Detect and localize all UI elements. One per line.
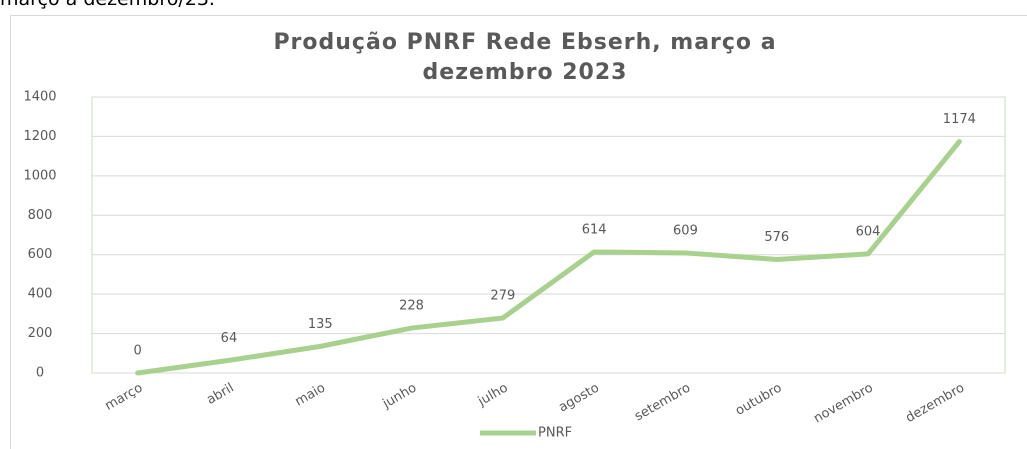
chart-title: Produção PNRF Rede Ebserh, março a dezem… bbox=[273, 30, 777, 85]
data-label: 609 bbox=[673, 223, 698, 238]
x-tick-label: agosto bbox=[556, 380, 602, 415]
data-label: 279 bbox=[490, 288, 515, 303]
data-label: 614 bbox=[582, 222, 607, 237]
x-tick-label: dezembro bbox=[903, 380, 967, 426]
data-label: 0 bbox=[134, 344, 142, 359]
y-tick-label: 200 bbox=[28, 326, 53, 341]
x-tick-label: julho bbox=[475, 380, 511, 409]
y-tick-label: 600 bbox=[28, 247, 53, 262]
data-label: 64 bbox=[221, 331, 238, 346]
data-label: 576 bbox=[764, 230, 789, 245]
chart-border bbox=[10, 15, 1027, 449]
data-label: 1174 bbox=[943, 112, 976, 127]
y-tick-label: 1200 bbox=[23, 129, 56, 144]
legend-label: PNRF bbox=[538, 426, 572, 441]
x-tick-label: abril bbox=[204, 381, 236, 408]
y-tick-label: 1400 bbox=[23, 90, 56, 105]
y-tick-label: 800 bbox=[28, 208, 53, 223]
y-tick-label: 400 bbox=[28, 287, 53, 302]
y-tick-label: 0 bbox=[36, 366, 44, 381]
x-tick-label: março bbox=[103, 380, 146, 413]
line bbox=[135, 139, 962, 376]
x-tick-label: junho bbox=[379, 380, 419, 412]
caption: março a dezembro/23. bbox=[0, 0, 215, 10]
data-label: 135 bbox=[308, 317, 333, 332]
x-tick-label: outubro bbox=[733, 380, 785, 418]
x-tick-label: setembro bbox=[632, 380, 693, 424]
data-label: 604 bbox=[856, 224, 881, 239]
x-tick-label: novembro bbox=[811, 380, 876, 426]
x-tick-label: maio bbox=[293, 380, 328, 409]
data-label: 228 bbox=[399, 299, 424, 314]
y-tick-label: 1000 bbox=[23, 168, 56, 183]
